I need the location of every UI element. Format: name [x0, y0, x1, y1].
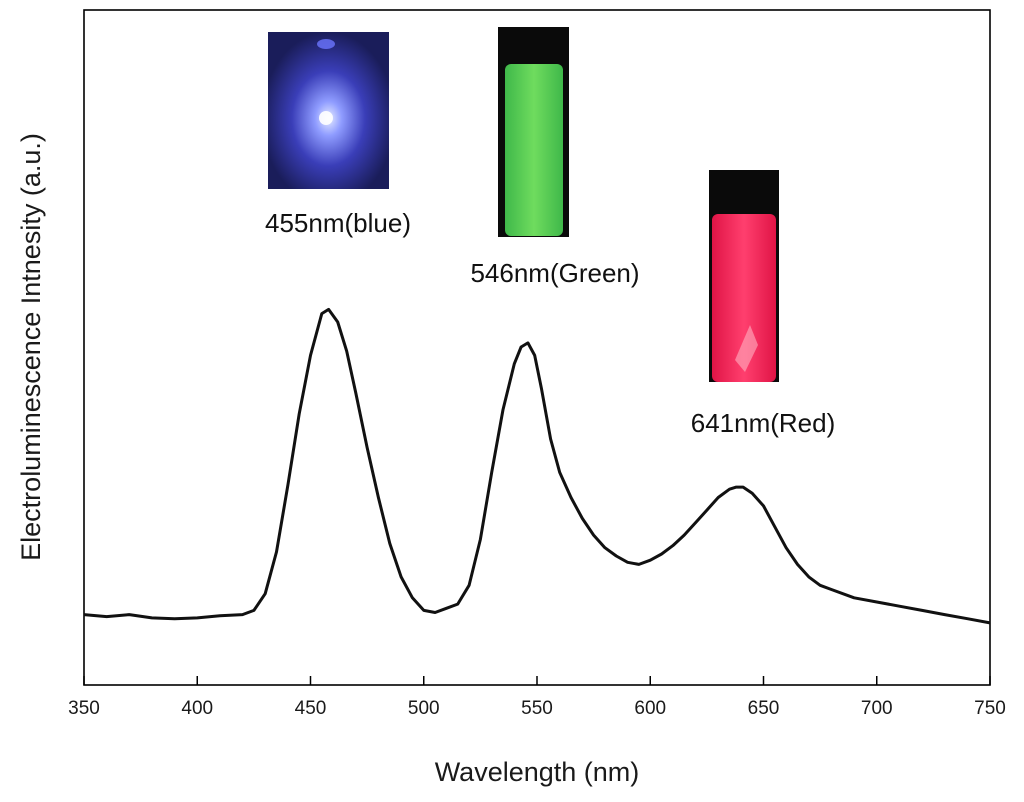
y-axis-title: Electroluminescence Intnesity (a.u.)	[16, 133, 46, 561]
x-axis-title: Wavelength (nm)	[435, 757, 640, 787]
x-tick-label: 750	[974, 698, 1006, 719]
green-vial-photo	[498, 27, 569, 237]
x-tick-label: 400	[181, 698, 213, 719]
annotation-blue-peak: 455nm(blue)	[265, 208, 411, 238]
x-tick-label: 700	[861, 698, 893, 719]
series-line-electroluminescence	[83, 307, 991, 625]
x-tick-label: 350	[68, 698, 100, 719]
x-tick-label: 450	[295, 698, 327, 719]
blue-emission-photo	[268, 32, 389, 189]
x-tick-label: 500	[408, 698, 440, 719]
annotation-red-peak: 641nm(Red)	[691, 408, 836, 438]
red-vial-photo	[709, 170, 779, 382]
x-tick-label: 650	[748, 698, 780, 719]
x-tick-label: 600	[634, 698, 666, 719]
annotation-green-peak: 546nm(Green)	[470, 258, 639, 288]
x-axis-ticks: 350 400 450 500 550 600 650 700 750	[68, 676, 1006, 719]
x-tick-label: 550	[521, 698, 553, 719]
